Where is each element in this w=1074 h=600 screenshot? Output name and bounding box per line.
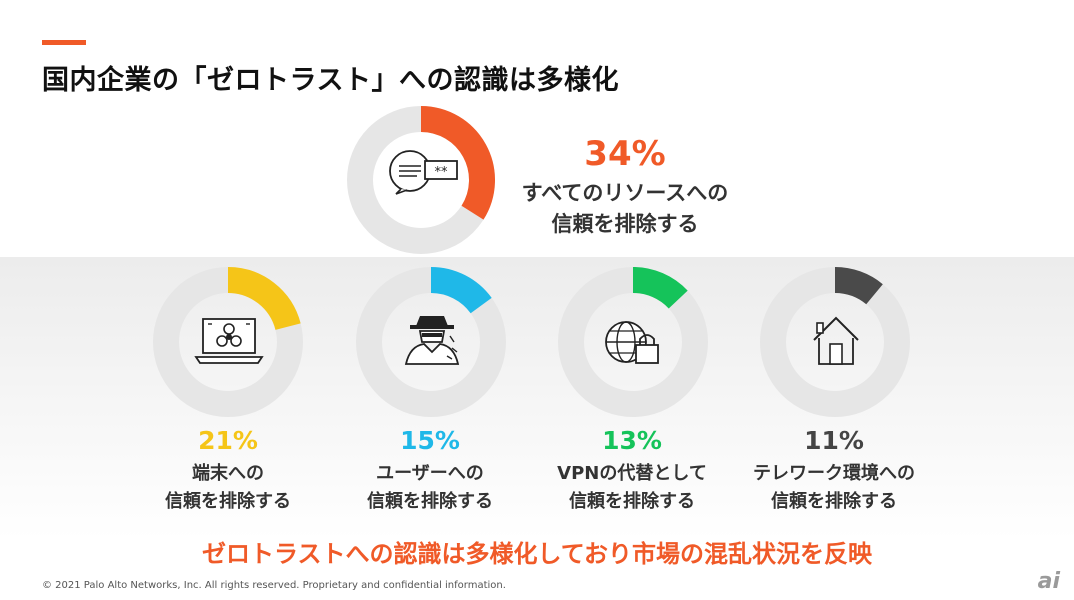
desc-line-1: すべてのリソースへの: [521, 181, 729, 205]
pct-all-resources: 34%: [584, 134, 666, 174]
donut-segment: [227, 267, 301, 331]
donut-telework: [760, 267, 910, 417]
desc-all-resources: すべてのリソースへの 信頼を排除する: [500, 178, 750, 240]
donut-segment: [834, 267, 883, 305]
copyright-text: © 2021 Palo Alto Networks, Inc. All righ…: [42, 580, 506, 591]
desc-line-2: 信頼を排除する: [367, 491, 493, 512]
donut-segment: [632, 267, 688, 309]
password-chat-icon: **: [389, 150, 458, 195]
donut-device: [153, 267, 303, 417]
donut-vpn: [558, 267, 708, 417]
desc-line-2: 信頼を排除する: [551, 212, 699, 236]
desc-vpn: VPNの代替として 信頼を排除する: [522, 460, 742, 516]
desc-line-1: VPNの代替として: [557, 463, 707, 484]
itmedia-ai-logo: ai: [1037, 569, 1060, 594]
desc-line-1: 端末への: [192, 463, 264, 484]
donut-segment: [420, 106, 495, 220]
pct-vpn: 13%: [602, 426, 662, 455]
svg-text:**: **: [435, 165, 449, 180]
page-title: 国内企業の「ゼロトラスト」への認識は多様化: [42, 65, 619, 96]
desc-line-1: ユーザーへの: [376, 463, 484, 484]
desc-line-2: 信頼を排除する: [165, 491, 291, 512]
desc-line-2: 信頼を排除する: [771, 491, 897, 512]
desc-line-2: 信頼を排除する: [569, 491, 695, 512]
laptop-biohazard-icon: [194, 318, 264, 364]
conclusion-text: ゼロトラストへの認識は多様化しており市場の混乱状況を反映: [201, 540, 873, 568]
pct-device: 21%: [198, 426, 258, 455]
desc-device: 端末への 信頼を排除する: [118, 460, 338, 516]
desc-user: ユーザーへの 信頼を排除する: [320, 460, 540, 516]
donut-user: [356, 267, 506, 417]
pct-telework: 11%: [804, 426, 864, 455]
globe-lock-icon: [605, 321, 659, 364]
house-icon: [813, 316, 859, 365]
donut-all-resources: [347, 106, 495, 254]
desc-telework: テレワーク環境への 信頼を排除する: [724, 460, 944, 516]
donut-segment: [430, 267, 492, 314]
pct-user: 15%: [400, 426, 460, 455]
hacker-icon: [404, 316, 460, 365]
desc-line-1: テレワーク環境への: [753, 463, 915, 484]
title-accent-bar: [42, 40, 86, 45]
